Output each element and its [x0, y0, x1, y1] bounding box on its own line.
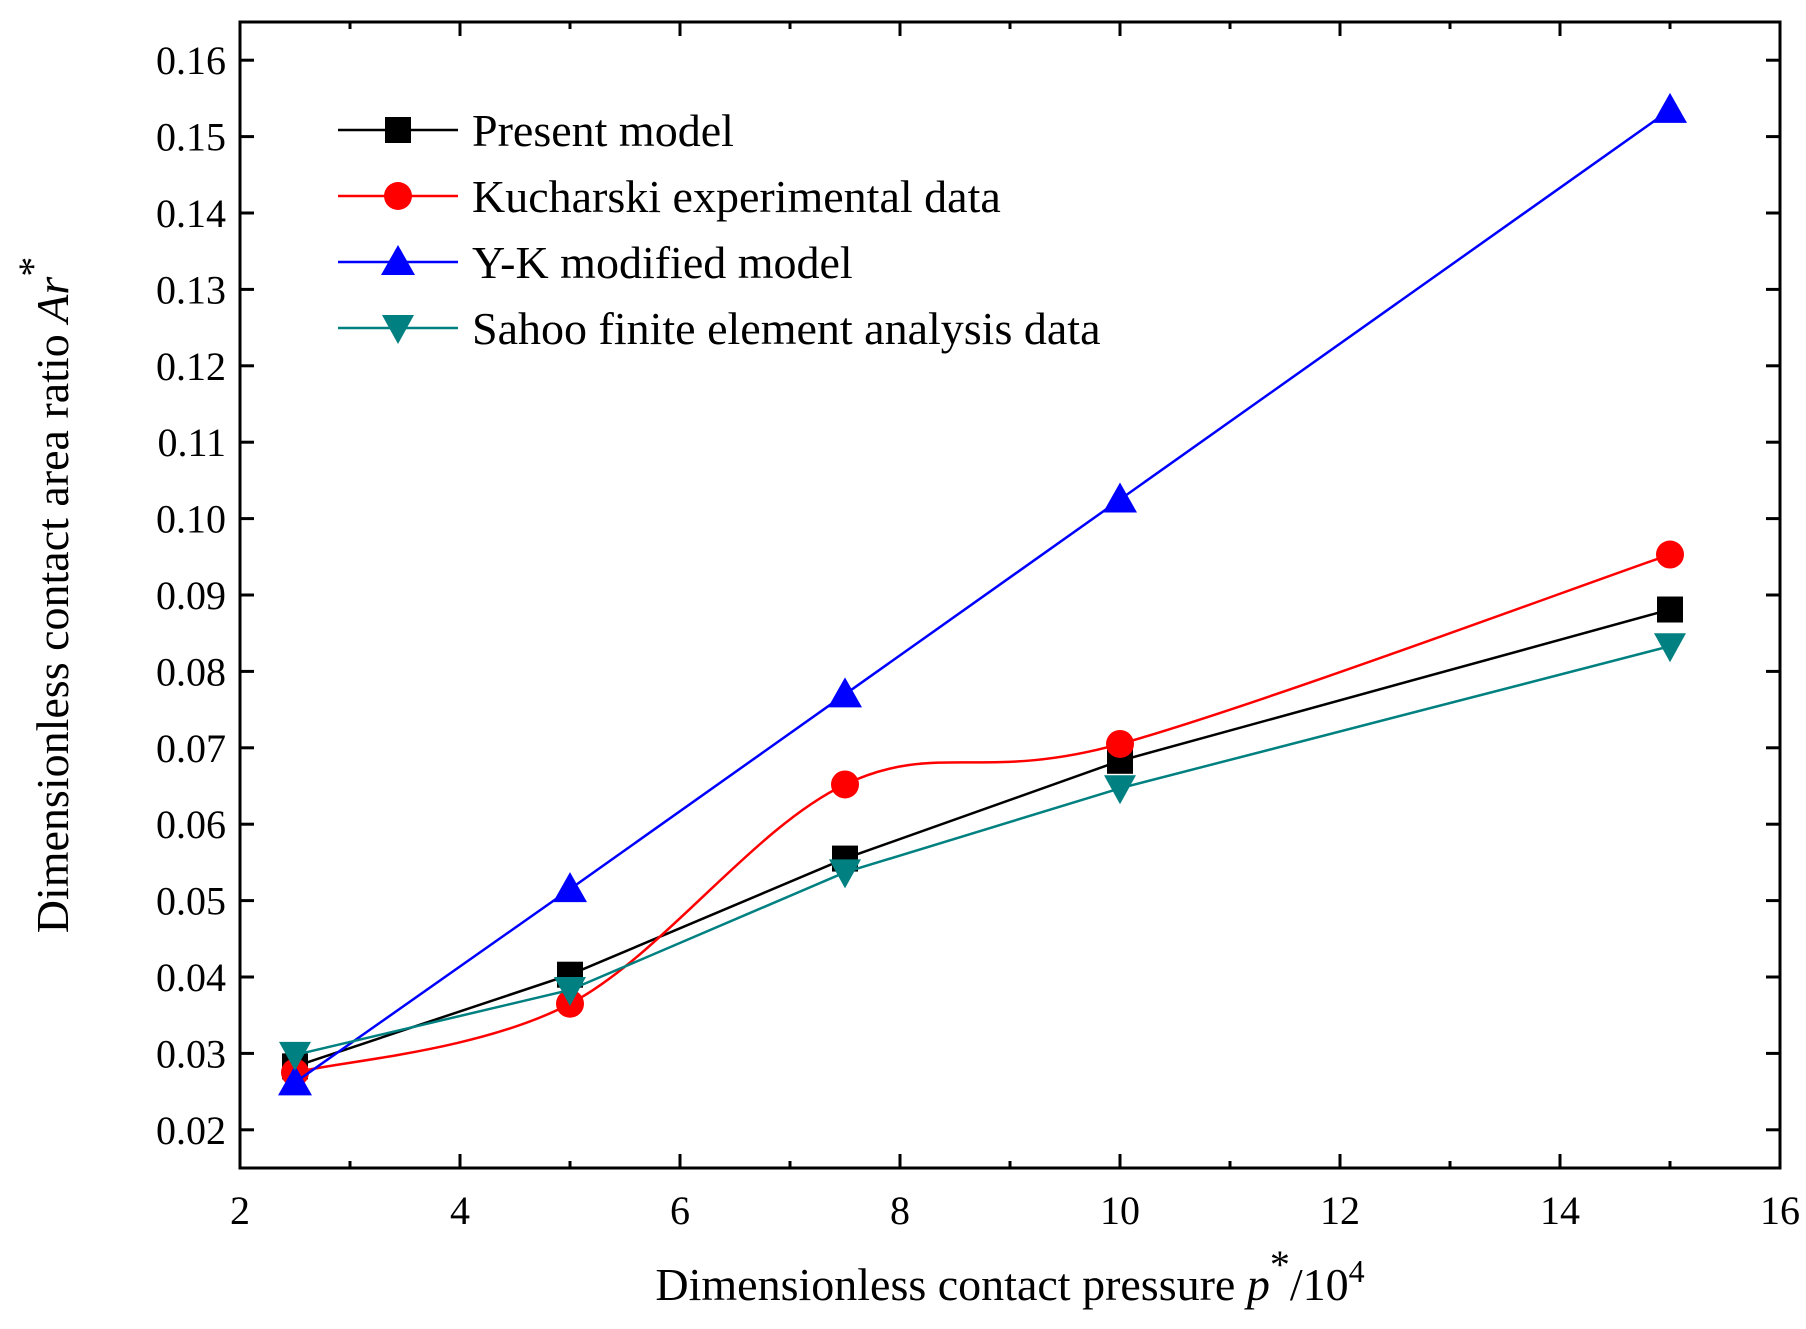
y-tick-label: 0.15 [156, 115, 226, 160]
x-axis-title-star: * [1270, 1242, 1290, 1287]
y-tick-label: 0.08 [156, 649, 226, 694]
data-point [1654, 633, 1686, 663]
y-tick-label: 0.05 [156, 879, 226, 924]
x-axis-title: Dimensionless contact pressure p*/104 [655, 1242, 1364, 1310]
legend-label: Present model [472, 105, 734, 156]
y-tick-label: 0.06 [156, 802, 226, 847]
legend: Present model Kucharski experimental data… [338, 105, 1100, 354]
y-axis-title: Dimensionless contact area ratio Ar* [10, 257, 78, 934]
data-point [1656, 540, 1684, 569]
legend-marker [381, 245, 415, 275]
legend-marker [384, 182, 412, 210]
data-point [1104, 775, 1136, 805]
legend-marker [385, 117, 411, 143]
data-point [553, 872, 587, 903]
legend-label: Y-K modified model [472, 237, 853, 288]
y-axis-title-star: * [10, 257, 55, 277]
x-axis-title-prefix: Dimensionless contact pressure [655, 1259, 1246, 1310]
legend-marker [382, 315, 414, 344]
data-point [279, 1041, 311, 1071]
x-tick-label: 6 [670, 1188, 690, 1233]
x-tick-label: 12 [1320, 1188, 1360, 1233]
y-tick-label: 0.14 [156, 191, 226, 236]
y-tick-label: 0.10 [156, 497, 226, 542]
x-axis-title-exp: 4 [1349, 1253, 1365, 1289]
data-point [828, 677, 862, 708]
y-axis-title-prefix: Dimensionless contact area ratio [27, 323, 78, 934]
legend-item: Kucharski experimental data [338, 171, 1001, 222]
y-tick-label: 0.11 [157, 420, 226, 465]
y-tick-label: 0.07 [156, 726, 226, 771]
legend-label: Sahoo finite element analysis data [472, 303, 1100, 354]
y-tick-label: 0.04 [156, 955, 226, 1000]
data-point [1653, 92, 1687, 123]
legend-item: Sahoo finite element analysis data [338, 303, 1100, 354]
data-point [831, 770, 859, 799]
y-tick-label: 0.13 [156, 267, 226, 312]
data-point [278, 1065, 312, 1096]
data-point [1106, 729, 1134, 758]
x-tick-label: 10 [1100, 1188, 1140, 1233]
series-3 [279, 633, 1686, 1071]
legend-item: Present model [338, 105, 734, 156]
series-line [294, 553, 1671, 1074]
x-tick-label: 8 [890, 1188, 910, 1233]
y-tick-label: 0.12 [156, 344, 226, 389]
x-tick-label: 14 [1540, 1188, 1580, 1233]
x-tick-label: 4 [450, 1188, 470, 1233]
legend-item: Y-K modified model [338, 237, 853, 288]
legend-label: Kucharski experimental data [472, 171, 1001, 222]
series-2 [278, 92, 1687, 1096]
y-tick-label: 0.03 [156, 1031, 226, 1076]
x-axis-title-suffix: /10 [1290, 1259, 1349, 1310]
y-axis-title-symbol: Ar [27, 276, 78, 326]
data-point [1103, 482, 1137, 513]
y-tick-label: 0.16 [156, 38, 226, 83]
data-point [1657, 596, 1683, 623]
y-tick-label: 0.02 [156, 1108, 226, 1153]
ticks-layer: 2 4 6 8 10 12 14 16 0.02 0.03 0.04 0.05 0.06 0.07 0.08… [156, 22, 1800, 1233]
x-axis-title-symbol: p [1244, 1259, 1270, 1310]
data-point [829, 859, 861, 889]
series-layer [278, 92, 1687, 1096]
data-point [554, 976, 586, 1006]
x-tick-label: 16 [1760, 1188, 1800, 1233]
x-tick-label: 2 [230, 1188, 250, 1233]
y-tick-label: 0.09 [156, 573, 226, 618]
